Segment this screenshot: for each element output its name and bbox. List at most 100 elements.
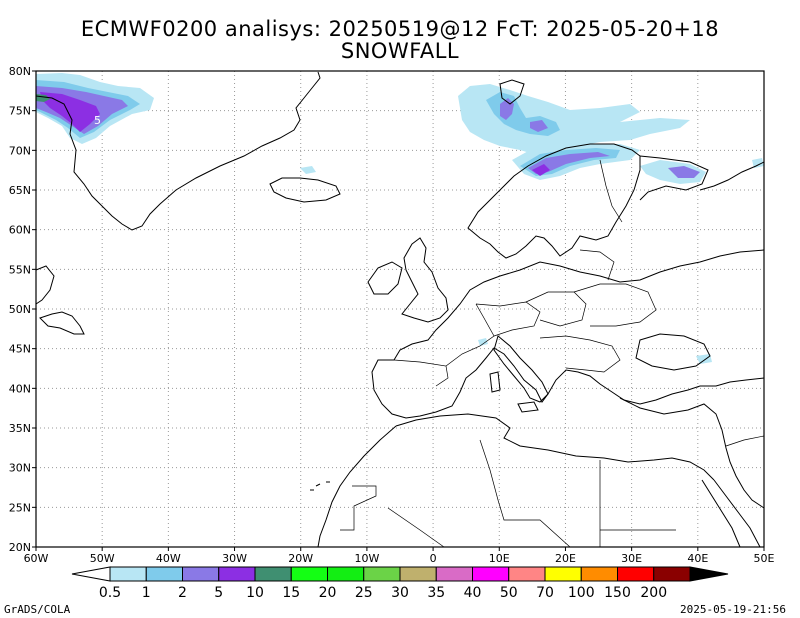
- x-tick-label: 20W: [288, 552, 313, 565]
- snow-area-kola-5: [668, 166, 700, 178]
- y-tick-label: 80N: [9, 65, 31, 78]
- border-germany: [475, 301, 541, 337]
- x-tick-label: 50W: [90, 552, 115, 565]
- map-title: ECMWF0200 analisys: 20250519@12 FcT: 202…: [80, 17, 720, 41]
- footer-timestamp: 2025-05-19-21:56: [680, 603, 786, 616]
- x-tick-label: 40E: [687, 552, 708, 565]
- colorbar-label: 50: [500, 585, 518, 601]
- x-tick-label: 30W: [222, 552, 247, 565]
- snow-area-scandinavia-10: [532, 164, 550, 176]
- colorbar-swatch: [290, 566, 328, 582]
- colorbar-low-arrow: [71, 566, 111, 582]
- y-tick-label: 20N: [9, 541, 31, 554]
- colorbar-label: 35: [427, 585, 445, 601]
- x-tick-label: 60W: [24, 552, 49, 565]
- colorbar-swatch: [109, 566, 147, 582]
- border-africa-1: [340, 485, 377, 531]
- colorbar-swatch: [327, 566, 365, 582]
- colorbar-label: 1: [142, 585, 151, 601]
- coast-italy: [493, 335, 549, 403]
- x-tick-label: 50E: [754, 552, 775, 565]
- coast-svalbard: [499, 79, 525, 105]
- snow-area-svalbard-5b: [530, 120, 548, 132]
- coast-morocco: [317, 425, 397, 548]
- country-borders: [340, 159, 765, 548]
- contour-label: 5: [94, 114, 101, 127]
- snow-area-alps: [478, 338, 488, 346]
- colorbar-label: 70: [536, 585, 554, 601]
- colorbar-label: 30: [391, 585, 409, 601]
- colorbar-label: 200: [640, 585, 667, 601]
- coast-red-sea-2: [713, 479, 761, 548]
- colorbar-label: 2: [178, 585, 187, 601]
- colorbar-label: 0.5: [99, 585, 121, 601]
- y-tick-label: 30N: [9, 462, 31, 475]
- border-france: [445, 303, 495, 367]
- coast-scandinavia: [467, 143, 641, 259]
- snow-area-urals: [752, 158, 764, 168]
- coast-sardinia: [489, 371, 501, 393]
- snowfall-shading: [36, 73, 764, 364]
- colorbar-label: 100: [568, 585, 595, 601]
- colorbar-swatch: [472, 566, 510, 582]
- y-tick-label: 25N: [9, 501, 31, 514]
- coast-europe-west: [371, 249, 765, 419]
- x-axis-ticks: 60W 50W 40W 30W 20W 10W 0 10E 20E 30E 40E 50E: [24, 547, 775, 565]
- coast-labrador: [35, 265, 55, 305]
- y-tick-label: 45N: [9, 343, 31, 356]
- border-baltic: [579, 249, 615, 281]
- colorbar-swatch: [544, 566, 582, 582]
- coast-sicily: [517, 401, 539, 413]
- coast-canaries: [310, 481, 330, 491]
- border-balkans: [539, 335, 621, 373]
- snow-area-caucasus: [696, 354, 712, 364]
- y-tick-label: 50N: [9, 303, 31, 316]
- colorbar-swatch: [435, 566, 473, 582]
- y-tick-label: 35N: [9, 422, 31, 435]
- colorbar-swatch: [508, 566, 546, 582]
- coast-greenland: [35, 71, 321, 231]
- y-axis-ticks: 20N 25N 30N 35N 40N 45N 50N 55N 60N 65N 70N 75N 80N: [9, 65, 36, 554]
- coast-turkey: [619, 397, 765, 509]
- y-tick-label: 40N: [9, 382, 31, 395]
- colorbar-swatch: [580, 566, 618, 582]
- colorbar-swatch: [254, 566, 292, 582]
- y-tick-label: 60N: [9, 224, 31, 237]
- border-middle-east: [725, 435, 765, 447]
- colorbar-label: 150: [604, 585, 631, 601]
- coastlines: [35, 71, 765, 548]
- colorbar-label: 15: [282, 585, 300, 601]
- x-tick-label: 20E: [555, 552, 576, 565]
- border-africa-2: [387, 507, 445, 548]
- coast-ireland: [367, 261, 403, 295]
- colorbar-label: 40: [464, 585, 482, 601]
- coast-newfoundland: [39, 311, 85, 335]
- snow-area-greenland-10: [40, 92, 100, 132]
- colorbar-label: 20: [319, 585, 337, 601]
- colorbar: 0.5 1 2 5 10 15 20 25 30 35 40 50 70 100 150 200: [71, 566, 729, 601]
- colorbar-swatch: [363, 566, 401, 582]
- colorbar-swatch: [617, 566, 655, 582]
- border-africa-3: [479, 439, 571, 548]
- snow-area-iceland: [300, 166, 316, 174]
- colorbar-label: 25: [355, 585, 373, 601]
- coast-black-sea: [635, 333, 711, 371]
- coast-great-britain: [401, 237, 449, 323]
- x-tick-label: 10W: [354, 552, 379, 565]
- colorbar-swatch: [653, 566, 691, 582]
- y-tick-label: 75N: [9, 105, 31, 118]
- y-tick-label: 70N: [9, 144, 31, 157]
- colorbar-label: 5: [214, 585, 223, 601]
- border-finland: [599, 159, 623, 223]
- coast-red-sea: [701, 479, 741, 548]
- colorbar-swatch: [145, 566, 183, 582]
- coast-iceland: [269, 177, 341, 203]
- coast-north-africa: [395, 413, 715, 481]
- grid-lines: [36, 71, 764, 547]
- map-subtitle: SNOWFALL: [340, 39, 460, 63]
- colorbar-high-arrow: [689, 566, 729, 582]
- x-tick-label: 30E: [621, 552, 642, 565]
- coast-kola: [639, 155, 709, 201]
- x-tick-label: 0: [430, 552, 437, 565]
